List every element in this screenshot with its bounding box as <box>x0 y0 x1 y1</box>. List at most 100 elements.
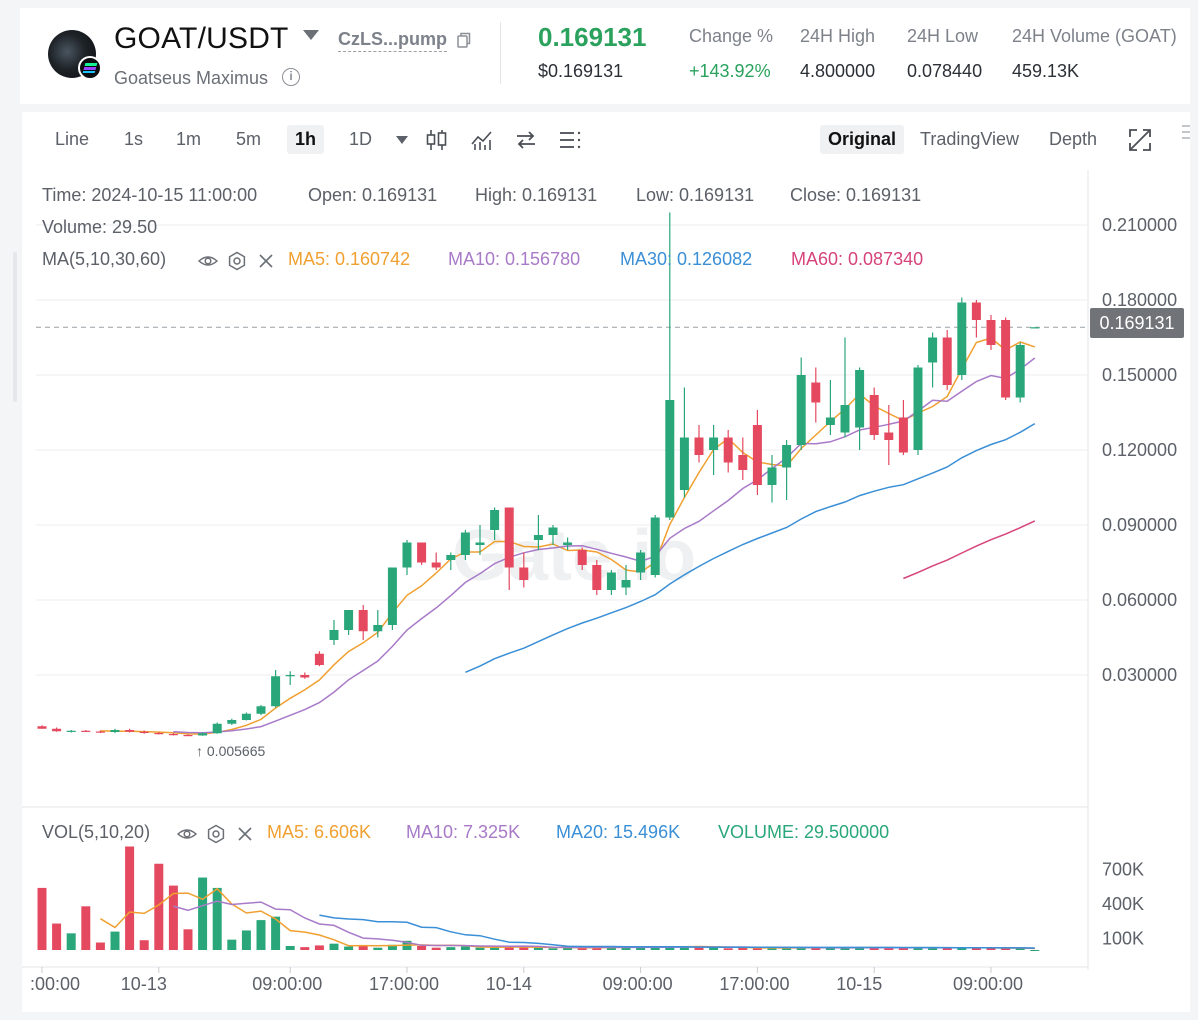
candle-body <box>271 676 281 707</box>
candle-body <box>709 437 719 450</box>
volume-bar <box>723 948 733 950</box>
price-chart[interactable]: 0.210000 0.180000 0.150000 0.120000 0.090000… <box>22 170 1190 1010</box>
candle-body <box>110 730 120 732</box>
time-tick-label: 10-13 <box>121 974 167 994</box>
interval-1m[interactable]: 1m <box>176 129 202 149</box>
tab-tradingview[interactable]: TradingView <box>920 129 1020 149</box>
info-icon[interactable]: i <box>282 68 300 86</box>
candlestick-icon[interactable] <box>425 128 449 152</box>
candle-body <box>314 653 324 665</box>
volume-bar <box>898 948 908 950</box>
ma30-value: MA30: 0.126082 <box>620 249 753 269</box>
vol-gear-icon[interactable] <box>206 824 226 844</box>
candle-body <box>241 713 251 720</box>
volume-bar <box>271 916 281 950</box>
volume-bar <box>285 945 295 950</box>
interval-1h[interactable]: 1h <box>287 125 325 154</box>
indicator-icon[interactable] <box>470 128 494 152</box>
price-tick-label: 0.150000 <box>1102 365 1177 385</box>
gear-icon[interactable] <box>227 251 247 271</box>
candle-body <box>767 467 777 485</box>
token-full-name: Goatseus Maximus <box>114 68 269 88</box>
candle-body <box>446 555 456 560</box>
volume-bar <box>869 948 879 950</box>
volume-bar <box>782 948 792 950</box>
volume-bar <box>971 948 981 950</box>
volume-bar <box>767 947 777 950</box>
volume-bar <box>154 863 164 950</box>
time-tick-label: 09:00:00 <box>953 974 1023 994</box>
ma30-line <box>465 422 1036 673</box>
interval-more-icon[interactable] <box>396 136 408 144</box>
volume-bar <box>986 947 996 950</box>
candle-body <box>387 567 397 625</box>
candle-body <box>402 542 412 568</box>
volume-bar <box>825 948 835 950</box>
candle-body <box>986 320 996 345</box>
interval-1s[interactable]: 1s <box>124 129 144 149</box>
volume-bar <box>183 929 193 950</box>
info-volume: Volume: 29.50 <box>42 217 158 237</box>
candle-body <box>811 382 821 403</box>
contract-address[interactable]: CzLS...pump <box>338 29 447 52</box>
volume-bar <box>241 930 251 950</box>
stat-change-label: Change % <box>689 26 774 46</box>
info-low: Low: 0.169131 <box>636 185 755 205</box>
candle-body <box>869 395 879 435</box>
low-price-marker: ↑ 0.005665 <box>196 743 265 759</box>
tab-original[interactable]: Original <box>820 125 905 154</box>
time-tick-label: 10-14 <box>486 974 532 994</box>
tab-depth[interactable]: Depth <box>1049 129 1098 149</box>
candle-body <box>460 532 470 555</box>
volume-bar <box>37 887 47 950</box>
volume-bar <box>577 948 587 950</box>
candle-body <box>358 610 368 632</box>
interval-1d[interactable]: 1D <box>349 129 373 149</box>
close-icon[interactable] <box>256 251 276 271</box>
volume-bar <box>66 933 76 950</box>
volume-bar <box>665 946 675 950</box>
candle-body <box>329 630 339 640</box>
candle-body <box>898 417 908 453</box>
volume-bar <box>344 946 354 950</box>
candle-body <box>752 425 762 485</box>
candle-body <box>563 542 573 545</box>
candle-body <box>256 706 266 714</box>
volume-bar <box>694 947 704 950</box>
candle-body <box>796 375 806 445</box>
volume-bar <box>1001 948 1011 950</box>
ma60-value: MA60: 0.087340 <box>791 249 924 269</box>
volume-tick-label: 400K <box>1102 894 1144 914</box>
candle-body <box>1001 320 1011 398</box>
pair-name[interactable]: GOAT/USDT <box>114 22 289 55</box>
candle-body <box>1015 345 1025 398</box>
candle-body <box>884 432 894 440</box>
settings-list-icon[interactable] <box>558 128 582 152</box>
stat-high-value: 4.800000 <box>800 61 876 81</box>
interval-line[interactable]: Line <box>55 129 90 149</box>
ma-indicator-label: MA(5,10,30,60) <box>42 249 167 269</box>
vol-close-icon[interactable] <box>235 824 255 844</box>
stat-high-label: 24H High <box>800 26 876 46</box>
candle-body <box>679 437 689 490</box>
vol-eye-icon[interactable] <box>177 824 197 844</box>
interval-5m[interactable]: 5m <box>236 129 262 149</box>
volume-bar <box>913 947 923 950</box>
volume-bar <box>592 947 602 950</box>
pair-dropdown-icon[interactable] <box>303 30 319 40</box>
scrollbar[interactable] <box>13 252 17 402</box>
stat-volume-value: 459.13K <box>1012 61 1080 81</box>
fullscreen-icon[interactable] <box>1128 128 1152 152</box>
volume-bar <box>840 947 850 950</box>
compare-icon[interactable] <box>514 128 538 152</box>
candle-body <box>183 735 193 737</box>
volume-bar <box>942 948 952 950</box>
volume-bar <box>431 947 441 950</box>
volume-bar <box>314 945 324 950</box>
info-high: High: 0.169131 <box>475 185 598 205</box>
eye-icon[interactable] <box>198 251 218 271</box>
volume-bar <box>636 947 646 950</box>
panel-menu-icon[interactable] <box>1182 122 1190 144</box>
copy-icon[interactable] <box>457 32 471 48</box>
volume-bar <box>811 947 821 950</box>
